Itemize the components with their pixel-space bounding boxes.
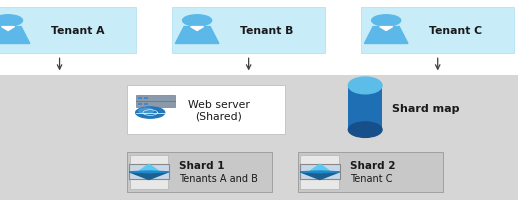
Circle shape	[372, 16, 401, 27]
FancyBboxPatch shape	[130, 155, 168, 189]
FancyBboxPatch shape	[172, 8, 325, 54]
Ellipse shape	[349, 122, 382, 138]
Polygon shape	[300, 171, 320, 173]
FancyBboxPatch shape	[349, 86, 382, 130]
Polygon shape	[320, 171, 340, 173]
Text: (Shared): (Shared)	[195, 111, 242, 121]
Circle shape	[136, 107, 165, 119]
Ellipse shape	[349, 78, 382, 94]
Polygon shape	[129, 171, 149, 173]
FancyBboxPatch shape	[127, 86, 285, 134]
Circle shape	[182, 16, 211, 27]
FancyBboxPatch shape	[298, 152, 443, 192]
Text: Tenant C: Tenant C	[350, 173, 392, 183]
Circle shape	[139, 109, 153, 114]
Text: Tenant B: Tenant B	[240, 26, 294, 36]
Polygon shape	[139, 164, 159, 171]
FancyBboxPatch shape	[129, 164, 168, 180]
FancyBboxPatch shape	[136, 95, 175, 101]
FancyBboxPatch shape	[0, 8, 136, 54]
Text: Shard 2: Shard 2	[350, 160, 395, 170]
Polygon shape	[2, 27, 15, 31]
Polygon shape	[129, 172, 168, 180]
Text: Tenant A: Tenant A	[51, 26, 105, 36]
FancyBboxPatch shape	[300, 155, 339, 189]
Text: Shard map: Shard map	[393, 103, 460, 113]
Polygon shape	[365, 27, 408, 44]
Text: Tenants A and B: Tenants A and B	[179, 173, 257, 183]
FancyBboxPatch shape	[127, 152, 272, 192]
Text: Shard 1: Shard 1	[179, 160, 224, 170]
Polygon shape	[175, 27, 219, 44]
FancyBboxPatch shape	[362, 8, 514, 54]
Polygon shape	[191, 27, 204, 31]
FancyBboxPatch shape	[0, 76, 518, 200]
FancyBboxPatch shape	[138, 103, 142, 106]
Polygon shape	[310, 164, 329, 171]
FancyBboxPatch shape	[144, 97, 148, 100]
Polygon shape	[149, 171, 168, 173]
Circle shape	[0, 16, 23, 27]
Polygon shape	[0, 27, 30, 44]
Polygon shape	[380, 27, 393, 31]
FancyBboxPatch shape	[138, 97, 142, 100]
Polygon shape	[300, 172, 340, 180]
FancyBboxPatch shape	[300, 164, 339, 180]
Text: Tenant C: Tenant C	[429, 26, 483, 36]
FancyBboxPatch shape	[144, 103, 148, 106]
FancyBboxPatch shape	[136, 101, 175, 107]
Text: Web server: Web server	[188, 99, 250, 109]
